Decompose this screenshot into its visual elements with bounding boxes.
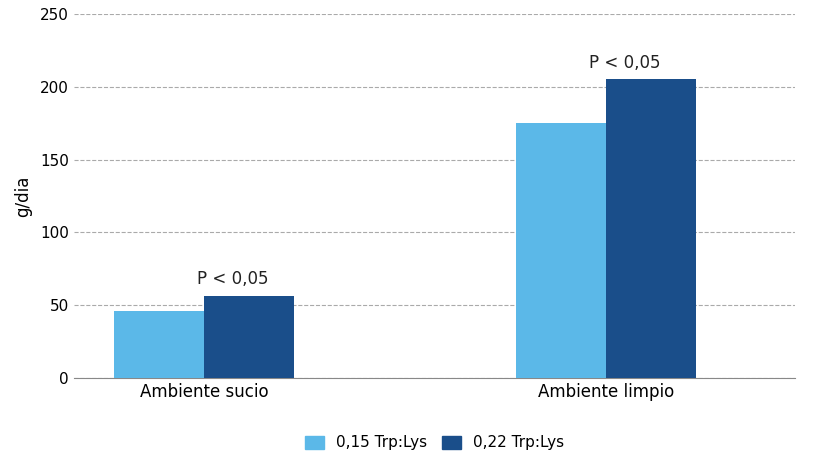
- Bar: [114, 311, 204, 378]
- Bar: [605, 79, 695, 378]
- Text: P < 0,05: P < 0,05: [197, 270, 268, 288]
- Bar: [516, 123, 605, 378]
- Bar: [204, 296, 293, 378]
- Legend: 0,15 Trp:Lys, 0,22 Trp:Lys: 0,15 Trp:Lys, 0,22 Trp:Lys: [299, 429, 569, 456]
- Text: P < 0,05: P < 0,05: [589, 54, 660, 72]
- Y-axis label: g/dia: g/dia: [14, 175, 32, 217]
